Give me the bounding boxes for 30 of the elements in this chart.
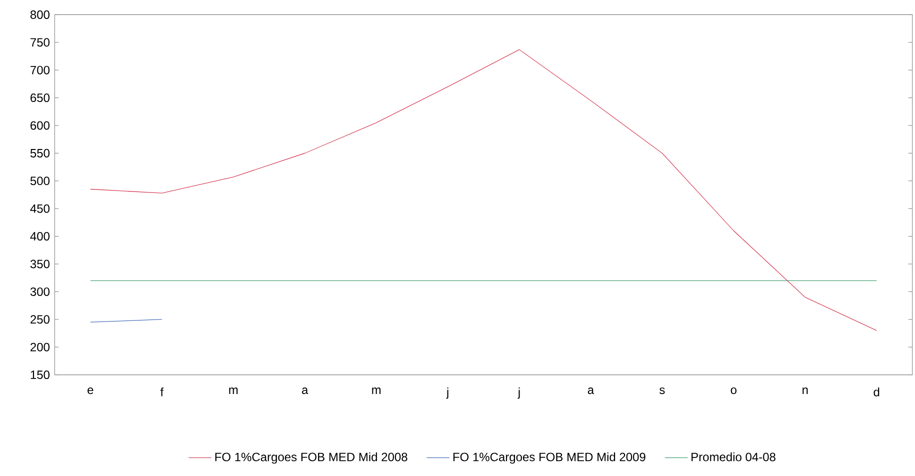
legend-label: FO 1%Cargoes FOB MED Mid 2009	[453, 452, 646, 464]
line-series	[90, 49, 877, 331]
y-tick-label: 200	[30, 342, 50, 352]
x-tick-label: d	[874, 387, 880, 396]
y-tick-label: 250	[30, 315, 50, 324]
y-tick-label: 750	[30, 38, 50, 47]
y-tick-label: 400	[30, 232, 50, 240]
x-tick-label: s	[660, 387, 665, 394]
x-tick-label: a	[588, 387, 594, 394]
x-tick-label: o	[730, 387, 736, 394]
y-tick-label: 450	[30, 204, 50, 213]
y-tick-label: 350	[30, 260, 50, 268]
y-tick-label: 500	[30, 176, 50, 186]
x-tick-label: n	[802, 387, 808, 394]
x-tick-label: m	[372, 387, 381, 394]
legend-label: Promedio 04-08	[692, 452, 776, 462]
y-tick-label: 150	[30, 370, 50, 379]
y-tick-label: 700	[30, 66, 50, 74]
x-tick-label: a	[302, 387, 308, 394]
y-tick-label: 600	[30, 121, 50, 130]
x-tick-label: f	[160, 387, 164, 396]
legend-label: FO 1%Cargoes FOB MED Mid 2008	[215, 452, 408, 464]
y-tick-label: 300	[30, 287, 50, 296]
x-tick-label: j	[446, 387, 448, 399]
x-tick-label: m	[229, 387, 238, 394]
y-tick-label: 550	[30, 148, 50, 158]
y-tick-label: 650	[30, 93, 50, 102]
x-tick-label: e	[88, 387, 94, 394]
x-tick-label: j	[518, 387, 520, 399]
y-tick-label: 800	[30, 10, 50, 19]
